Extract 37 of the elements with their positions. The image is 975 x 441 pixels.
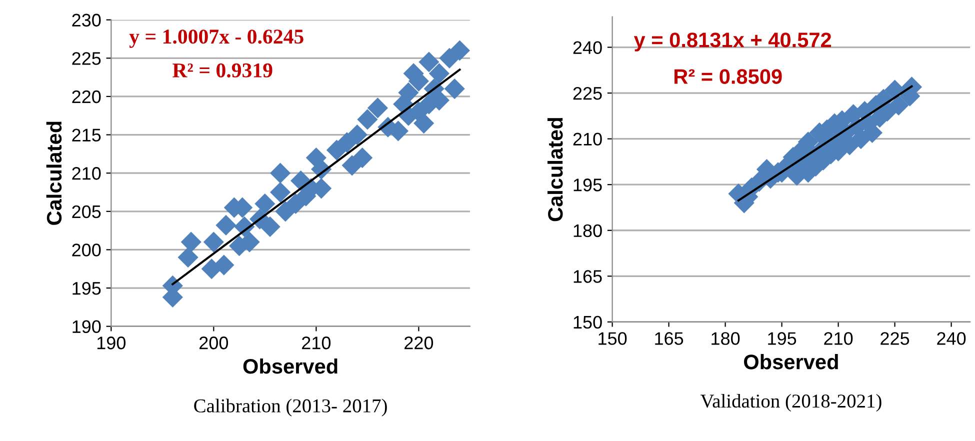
- y-axis-title: Calculated: [547, 118, 563, 222]
- y-tick-label: 205: [72, 205, 101, 218]
- text: Validation (2018-2021): [700, 394, 882, 412]
- y-tick-label: 210: [72, 167, 101, 180]
- y-tick-label: 210: [573, 132, 602, 146]
- annotation: y = 1.0007x - 0.6245: [129, 30, 304, 48]
- y-tick-label: 215: [72, 128, 101, 142]
- x-tick-label: 210: [302, 336, 331, 350]
- x-tick-label: 180: [712, 332, 740, 345]
- x-axis-title: Observed: [243, 358, 338, 374]
- y-tick-label: 240: [573, 41, 602, 54]
- y-axis-title: Calculated: [46, 122, 62, 225]
- x-axis-title: Observed: [744, 354, 838, 370]
- x-tick-label: 200: [200, 336, 228, 350]
- x-tick-label: 150: [598, 332, 627, 345]
- text: Calibration (2013- 2017): [194, 398, 387, 416]
- x-tick-label: 165: [655, 332, 684, 345]
- y-tick-label: 195: [574, 178, 602, 192]
- y-tick-label: 180: [574, 224, 602, 238]
- x-tick-label: 195: [768, 332, 796, 345]
- x-tick-label: 210: [824, 332, 853, 345]
- y-tick-label: 220: [72, 90, 101, 104]
- y-tick-label: 190: [72, 320, 101, 334]
- y-tick-label: 200: [72, 244, 101, 256]
- annotation: y = 0.8131x + 40.572: [634, 32, 832, 52]
- y-tick-label: 225: [573, 86, 602, 100]
- x-tick-label: 225: [880, 332, 910, 345]
- x-tick-label: 190: [97, 336, 126, 350]
- annotation: R² = 0.9319: [172, 63, 272, 78]
- y-tick-label: 165: [574, 270, 602, 283]
- annotation: R² = 0.8509: [674, 69, 782, 84]
- y-tick-label: 150: [574, 316, 602, 329]
- x-tick-label: 240: [937, 332, 966, 345]
- x-tick-label: 220: [404, 336, 434, 350]
- y-tick-label: 230: [72, 14, 101, 27]
- y-tick-label: 225: [72, 52, 101, 65]
- y-tick-label: 195: [72, 282, 101, 295]
